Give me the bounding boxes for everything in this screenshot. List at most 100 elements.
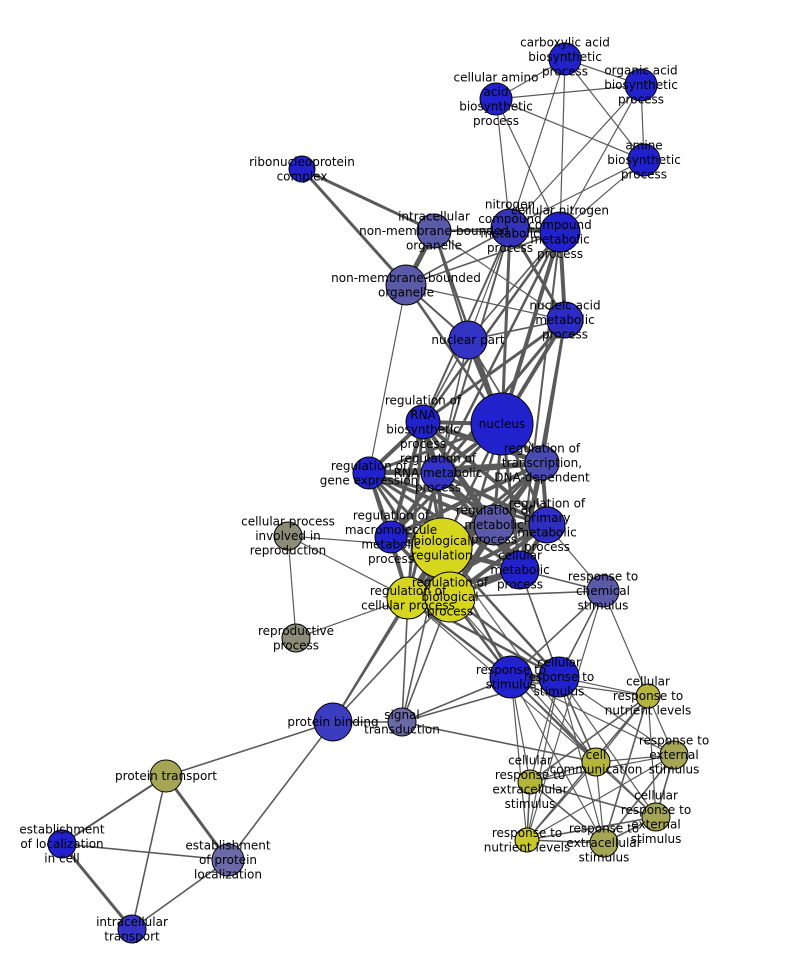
graph-edge (60, 842, 134, 931)
graph-node[interactable] (149, 759, 183, 793)
graph-edge (61, 775, 167, 845)
graph-edge (509, 84, 642, 229)
graph-edge (602, 590, 649, 697)
graph-node[interactable] (586, 574, 620, 608)
graph-node[interactable] (624, 68, 658, 102)
graph-edge (421, 230, 562, 424)
graph-edge (510, 676, 657, 818)
graph-edge (495, 98, 645, 161)
graph-node[interactable] (500, 550, 540, 590)
graph-edge (405, 231, 561, 286)
graph-node[interactable] (352, 456, 386, 490)
graph-edge (510, 676, 649, 697)
graph-edge (526, 816, 657, 841)
graph-node[interactable] (538, 656, 580, 698)
graph-node[interactable] (470, 392, 534, 456)
graph-node[interactable] (581, 747, 611, 777)
graph-node[interactable] (514, 827, 540, 853)
graph-edge (509, 58, 566, 229)
graph-edge (526, 590, 604, 841)
graph-node[interactable] (47, 829, 77, 859)
graph-node[interactable] (627, 143, 661, 177)
graph-edge (401, 721, 597, 763)
graph-edge (564, 58, 645, 161)
graph-edge (61, 843, 229, 861)
graph-edge (406, 420, 425, 600)
graph-edge (526, 754, 675, 841)
graph-node[interactable] (524, 445, 560, 481)
graph-node[interactable] (473, 504, 515, 546)
graph-node[interactable] (489, 655, 533, 699)
graph-edge (368, 284, 407, 474)
graph-edge (367, 471, 496, 527)
graph-node[interactable] (589, 828, 619, 858)
graph-edge (558, 676, 675, 756)
graph-edge (131, 859, 229, 930)
graph-edge (526, 761, 597, 841)
graph-node[interactable] (211, 843, 245, 877)
graph-edge (389, 420, 425, 539)
graph-node[interactable] (490, 208, 530, 248)
graph-node[interactable] (117, 914, 147, 944)
graph-node[interactable] (416, 213, 452, 249)
graph-edge (529, 781, 657, 818)
graph-node[interactable] (659, 740, 689, 770)
graph-node[interactable] (479, 82, 513, 116)
graph-edge (510, 676, 528, 841)
node-layer[interactable] (47, 42, 689, 944)
graph-edge (510, 676, 675, 756)
graph-edge (603, 754, 675, 844)
graph-edge (500, 226, 512, 426)
graph-edge (558, 676, 605, 844)
graph-edge (367, 461, 544, 475)
graph-node[interactable] (387, 707, 417, 737)
graph-node[interactable] (374, 520, 408, 554)
graph-edge (526, 676, 560, 841)
graph-edge (529, 781, 605, 844)
graph-edge (287, 535, 409, 599)
graph-edge (510, 676, 605, 844)
graph-edge (287, 535, 297, 639)
graph-edge (332, 597, 409, 723)
graph-node[interactable] (273, 521, 303, 551)
graph-node[interactable] (405, 404, 441, 440)
graph-edge (300, 167, 408, 287)
graph-edge (495, 84, 642, 100)
graph-node[interactable] (281, 623, 311, 653)
graph-node[interactable] (546, 301, 584, 339)
graph-node[interactable] (641, 802, 671, 832)
graph-node[interactable] (386, 576, 430, 620)
graph-edge (433, 230, 566, 321)
graph-node[interactable] (424, 571, 476, 623)
graph-node[interactable] (411, 517, 473, 579)
graph-edge (406, 596, 513, 679)
graph-edge (401, 676, 560, 723)
graph-node[interactable] (548, 42, 582, 76)
graph-edge (421, 420, 549, 527)
graph-node[interactable] (528, 506, 566, 544)
graph-edge (405, 284, 566, 321)
graph-edge (495, 98, 511, 229)
graph-edge (449, 590, 604, 598)
label-layer: carboxylic acid biosynthetic process organi… (19, 35, 709, 943)
graph-edge (165, 721, 334, 777)
graph-edge (603, 695, 649, 844)
graph-edge (559, 58, 566, 233)
graph-node[interactable] (385, 264, 427, 306)
graph-node[interactable] (517, 769, 543, 795)
graph-edge (227, 721, 334, 861)
graph-node[interactable] (288, 155, 316, 183)
graph-edge (421, 318, 567, 424)
graph-node[interactable] (448, 320, 488, 360)
graph-node[interactable] (313, 702, 353, 742)
graph-node[interactable] (539, 211, 581, 253)
graph-node[interactable] (420, 455, 456, 491)
graph-node[interactable] (635, 683, 661, 709)
graph-edge (467, 227, 511, 341)
graph-edge (509, 159, 645, 229)
graph-edge (500, 230, 562, 426)
graph-edge (436, 471, 549, 527)
graph-edge (300, 167, 436, 233)
